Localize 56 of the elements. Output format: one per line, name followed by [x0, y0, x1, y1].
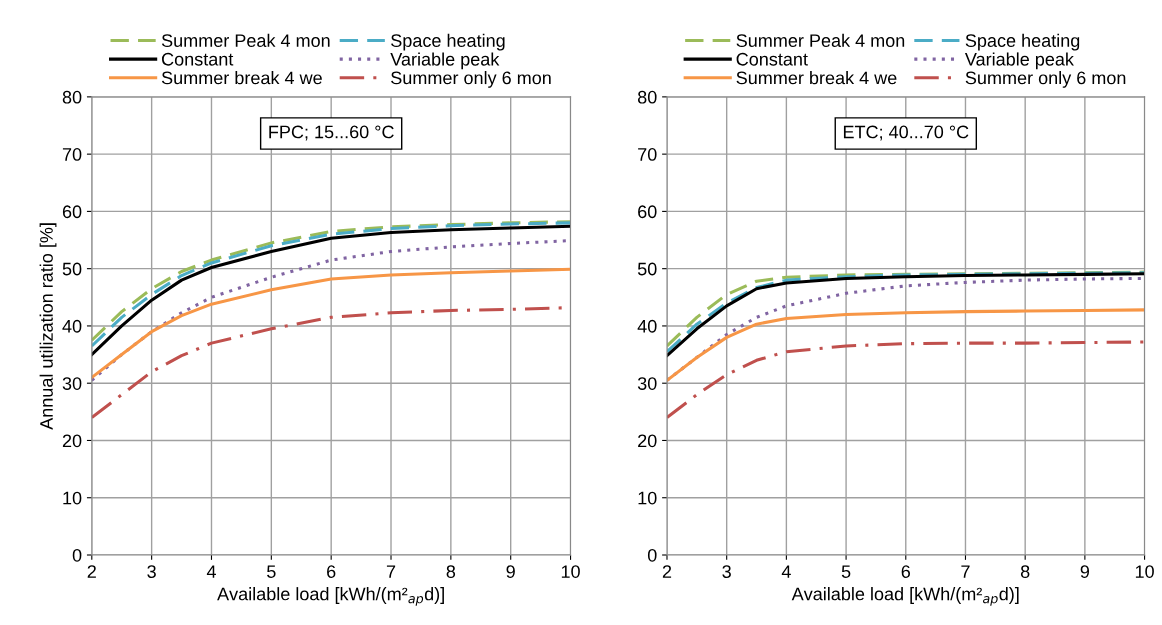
y-tick-label: 10	[63, 491, 82, 505]
y-tick-label: 20	[62, 434, 82, 448]
y-tick-label: 30	[637, 377, 657, 390]
y-tick-label: 80	[62, 90, 82, 104]
y-tick-label: 60	[62, 205, 82, 219]
x-tick-label: 4	[781, 565, 791, 578]
legend-label: Space heating	[391, 33, 505, 51]
x-tick-label: 4	[206, 565, 216, 578]
x-tick-label: 7	[961, 565, 970, 578]
legend-label: Summer break 4 we	[736, 71, 897, 85]
legend-label: Summer Peak 4 mon	[736, 33, 905, 47]
line-series	[666, 308, 1145, 382]
x-tick-label: 9	[1080, 565, 1090, 578]
y-tick-label: 40	[62, 319, 82, 333]
annotation: ETC; 40...70 °C	[843, 125, 969, 141]
line-series	[666, 340, 1145, 420]
legend-label: Constant	[162, 52, 234, 66]
annotation: FPC; 15...60 °C	[269, 125, 394, 141]
y-axis-title: Annual utilization ratio [%]	[39, 223, 57, 430]
y-tick-label: 0	[647, 548, 657, 562]
y-tick-label: 60	[638, 205, 657, 219]
x-tick-label: 9	[506, 565, 515, 578]
y-tick-label: 10	[638, 491, 657, 505]
legend-label: Constant	[736, 52, 808, 66]
legend-label: Summer break 4 we	[161, 71, 322, 85]
x-tick-label: 7	[386, 565, 396, 578]
x-tick-label: 2	[662, 565, 672, 578]
legend-label: Variable peak	[964, 52, 1074, 70]
legend-label: Summer only 6 mon	[965, 71, 1126, 88]
legend-label: Summer Peak 4 mon	[161, 33, 330, 47]
x-tick-label: 3	[147, 565, 156, 578]
legend-label: Summer only 6 mon	[391, 71, 551, 88]
x-axis-title: Available load [kWh/(m²$_{ap}$d)]	[791, 587, 1019, 606]
y-tick-label: 30	[62, 377, 82, 390]
y-tick-label: 70	[62, 148, 82, 161]
x-tick-label: 5	[841, 565, 851, 578]
legend-label: Space heating	[965, 33, 1080, 51]
line-series	[91, 267, 571, 380]
x-axis-title: Available load [kWh/(m²$_{ap}$d)]	[217, 587, 444, 606]
x-tick-label: 2	[87, 565, 96, 578]
x-tick-label: 10	[1135, 565, 1154, 578]
legend-label: Variable peak	[390, 52, 500, 70]
x-tick-label: 6	[327, 565, 336, 578]
y-tick-label: 80	[637, 90, 657, 104]
y-tick-label: 20	[638, 434, 657, 448]
x-tick-label: 5	[267, 565, 276, 578]
y-tick-label: 50	[62, 262, 82, 276]
x-tick-label: 8	[446, 565, 456, 578]
x-tick-label: 8	[1020, 565, 1030, 578]
y-tick-label: 70	[638, 148, 657, 161]
x-tick-label: 6	[901, 565, 911, 578]
y-tick-label: 50	[637, 262, 657, 276]
y-tick-label: 40	[637, 319, 657, 333]
x-tick-label: 3	[722, 565, 731, 578]
x-tick-label: 10	[561, 565, 580, 578]
y-tick-label: 0	[72, 548, 82, 562]
